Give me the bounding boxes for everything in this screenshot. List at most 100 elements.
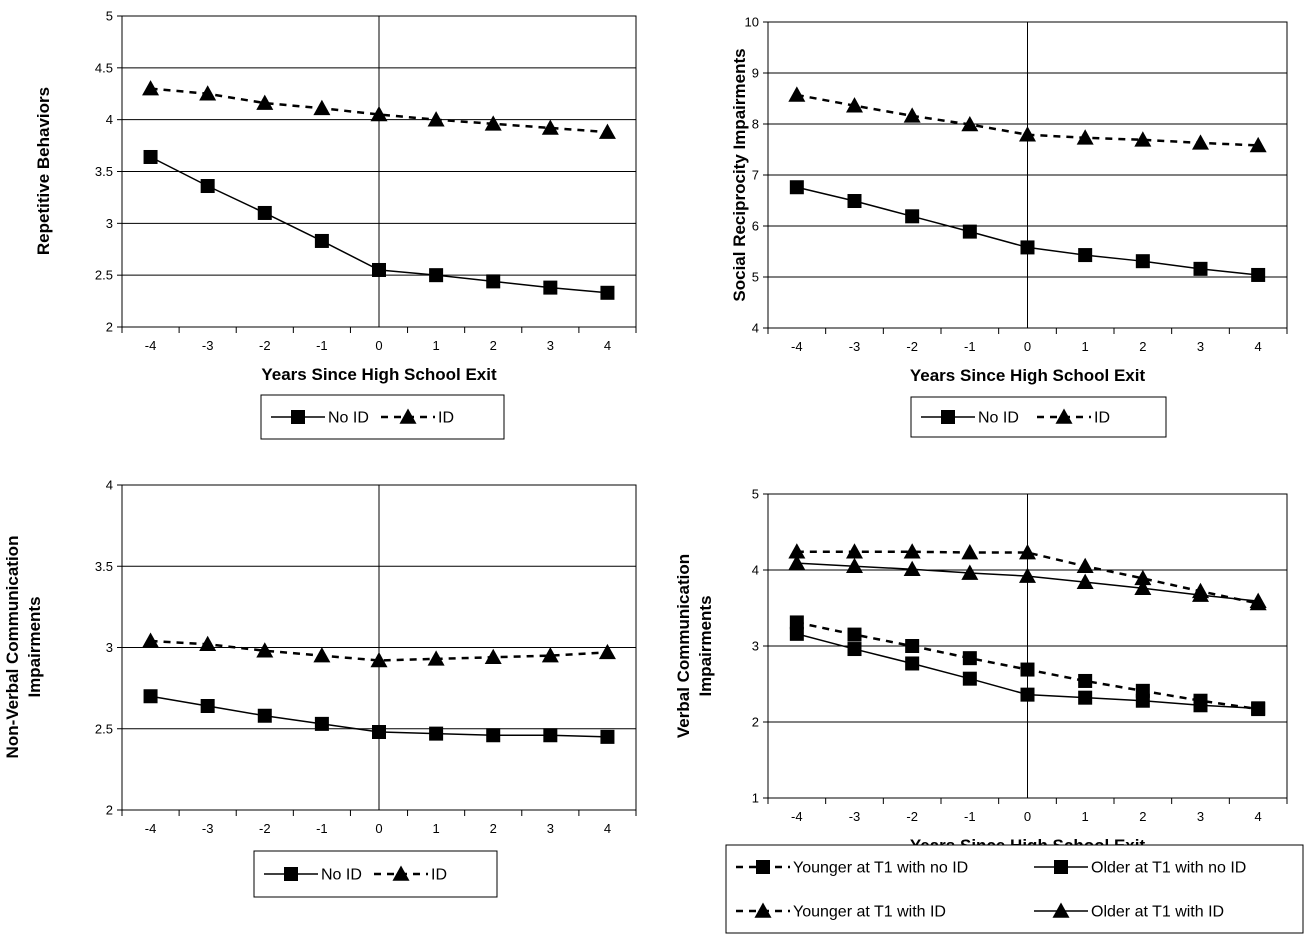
data-point (543, 280, 558, 295)
x-tick-label: -3 (849, 809, 861, 824)
x-tick-label: 4 (1255, 339, 1262, 354)
x-axis-title: Years Since High School Exit (261, 365, 497, 384)
legend-label: No ID (978, 410, 1019, 427)
data-point (846, 97, 863, 113)
x-tick-label: -4 (145, 821, 157, 836)
chart-repetitive-behaviors: 2 2.5 3 3.5 4 4.5 5 -4 -3 -2 -1 0 1 2 3 4 Years Since Hi… (34, 9, 637, 440)
data-point (961, 544, 979, 560)
y-tick-label: 4 (106, 112, 113, 127)
x-tick-label: -1 (964, 809, 976, 824)
legend-swatch-marker (1052, 902, 1070, 918)
x-tick-label: -2 (259, 821, 271, 836)
data-point (370, 105, 388, 122)
series-line (150, 639, 608, 662)
data-point (1020, 240, 1035, 255)
y-tick-label: 4 (106, 478, 113, 493)
data-point (1249, 136, 1267, 153)
data-point (1019, 126, 1036, 142)
data-point (1020, 687, 1035, 702)
data-point (903, 107, 921, 123)
data-point (905, 639, 920, 653)
data-point (847, 194, 862, 209)
legend-swatch-marker (941, 410, 955, 424)
x-tick-label: -1 (964, 339, 976, 354)
x-tick-label: -1 (316, 338, 328, 353)
y-axis-title: Impairments (25, 596, 44, 697)
data-point (427, 650, 445, 666)
data-point (541, 647, 559, 663)
data-point (427, 111, 445, 127)
y-tick-label: 2 (752, 715, 759, 730)
x-tick-label: -2 (259, 338, 271, 353)
data-point (1078, 248, 1093, 263)
data-point (1076, 129, 1094, 145)
data-point (1193, 698, 1208, 713)
y-tick-label: 7 (752, 168, 759, 183)
legend-label: No ID (321, 867, 362, 884)
x-tick-label: 3 (1197, 809, 1204, 824)
data-point (1020, 662, 1035, 677)
x-tick-label: 2 (490, 821, 497, 836)
data-point (1249, 592, 1267, 608)
x-tick-label: 3 (547, 338, 554, 353)
legend-label: ID (438, 410, 454, 427)
data-point (1076, 573, 1094, 589)
data-point (788, 543, 806, 559)
data-point (1134, 579, 1152, 596)
legend-swatch-marker (1054, 860, 1068, 874)
data-point (961, 116, 979, 132)
x-tick-label: 2 (1139, 809, 1146, 824)
x-tick-label: 4 (604, 338, 611, 353)
data-point (541, 119, 559, 135)
data-point (199, 635, 217, 652)
data-point (142, 632, 160, 648)
data-point (543, 728, 558, 743)
x-tick-label: -2 (906, 809, 918, 824)
x-tick-label: -3 (202, 821, 214, 836)
data-point (199, 85, 217, 101)
x-tick-label: 4 (604, 821, 611, 836)
y-tick-label: 3.5 (95, 559, 113, 574)
x-tick-label: 1 (1082, 339, 1089, 354)
legend-swatch-marker (399, 408, 417, 424)
chart-social-reciprocity: 4 5 6 7 8 9 10 -4 -3 -2 -1 0 1 2 3 4 Years Since High Sc… (730, 15, 1288, 438)
data-point (143, 149, 158, 164)
data-point (1134, 131, 1152, 147)
data-point (1019, 567, 1036, 583)
data-point (1135, 693, 1150, 708)
legend-label: ID (1094, 410, 1110, 427)
y-tick-label: 8 (752, 117, 759, 132)
data-point (847, 642, 862, 657)
data-point (257, 205, 272, 220)
y-tick-label: 4.5 (95, 60, 113, 75)
y-tick-label: 2 (106, 803, 113, 818)
x-tick-label: -4 (145, 338, 157, 353)
data-point (142, 80, 160, 96)
legend-swatch-marker (1055, 408, 1073, 424)
y-tick-label: 10 (745, 15, 759, 30)
x-tick-label: -2 (906, 339, 918, 354)
data-point (905, 209, 920, 224)
data-point (256, 642, 274, 658)
legend-swatch-marker (756, 860, 770, 874)
y-tick-label: 2.5 (95, 268, 113, 283)
x-tick-label: 0 (375, 821, 382, 836)
y-tick-label: 3 (106, 640, 113, 655)
x-tick-label: -4 (791, 339, 803, 354)
x-tick-label: 1 (1082, 809, 1089, 824)
data-point (847, 627, 862, 642)
y-tick-label: 5 (752, 270, 759, 285)
data-point (429, 268, 444, 283)
y-tick-label: 5 (106, 9, 113, 24)
data-point (903, 560, 921, 577)
data-point (314, 716, 329, 731)
y-tick-label: 3.5 (95, 164, 113, 179)
y-tick-label: 2 (106, 320, 113, 335)
y-axis-title: Verbal Communication (674, 554, 693, 738)
data-point (314, 233, 329, 248)
x-tick-label: -1 (316, 821, 328, 836)
data-point (256, 94, 274, 110)
x-tick-label: 2 (1139, 339, 1146, 354)
data-point (429, 726, 444, 741)
